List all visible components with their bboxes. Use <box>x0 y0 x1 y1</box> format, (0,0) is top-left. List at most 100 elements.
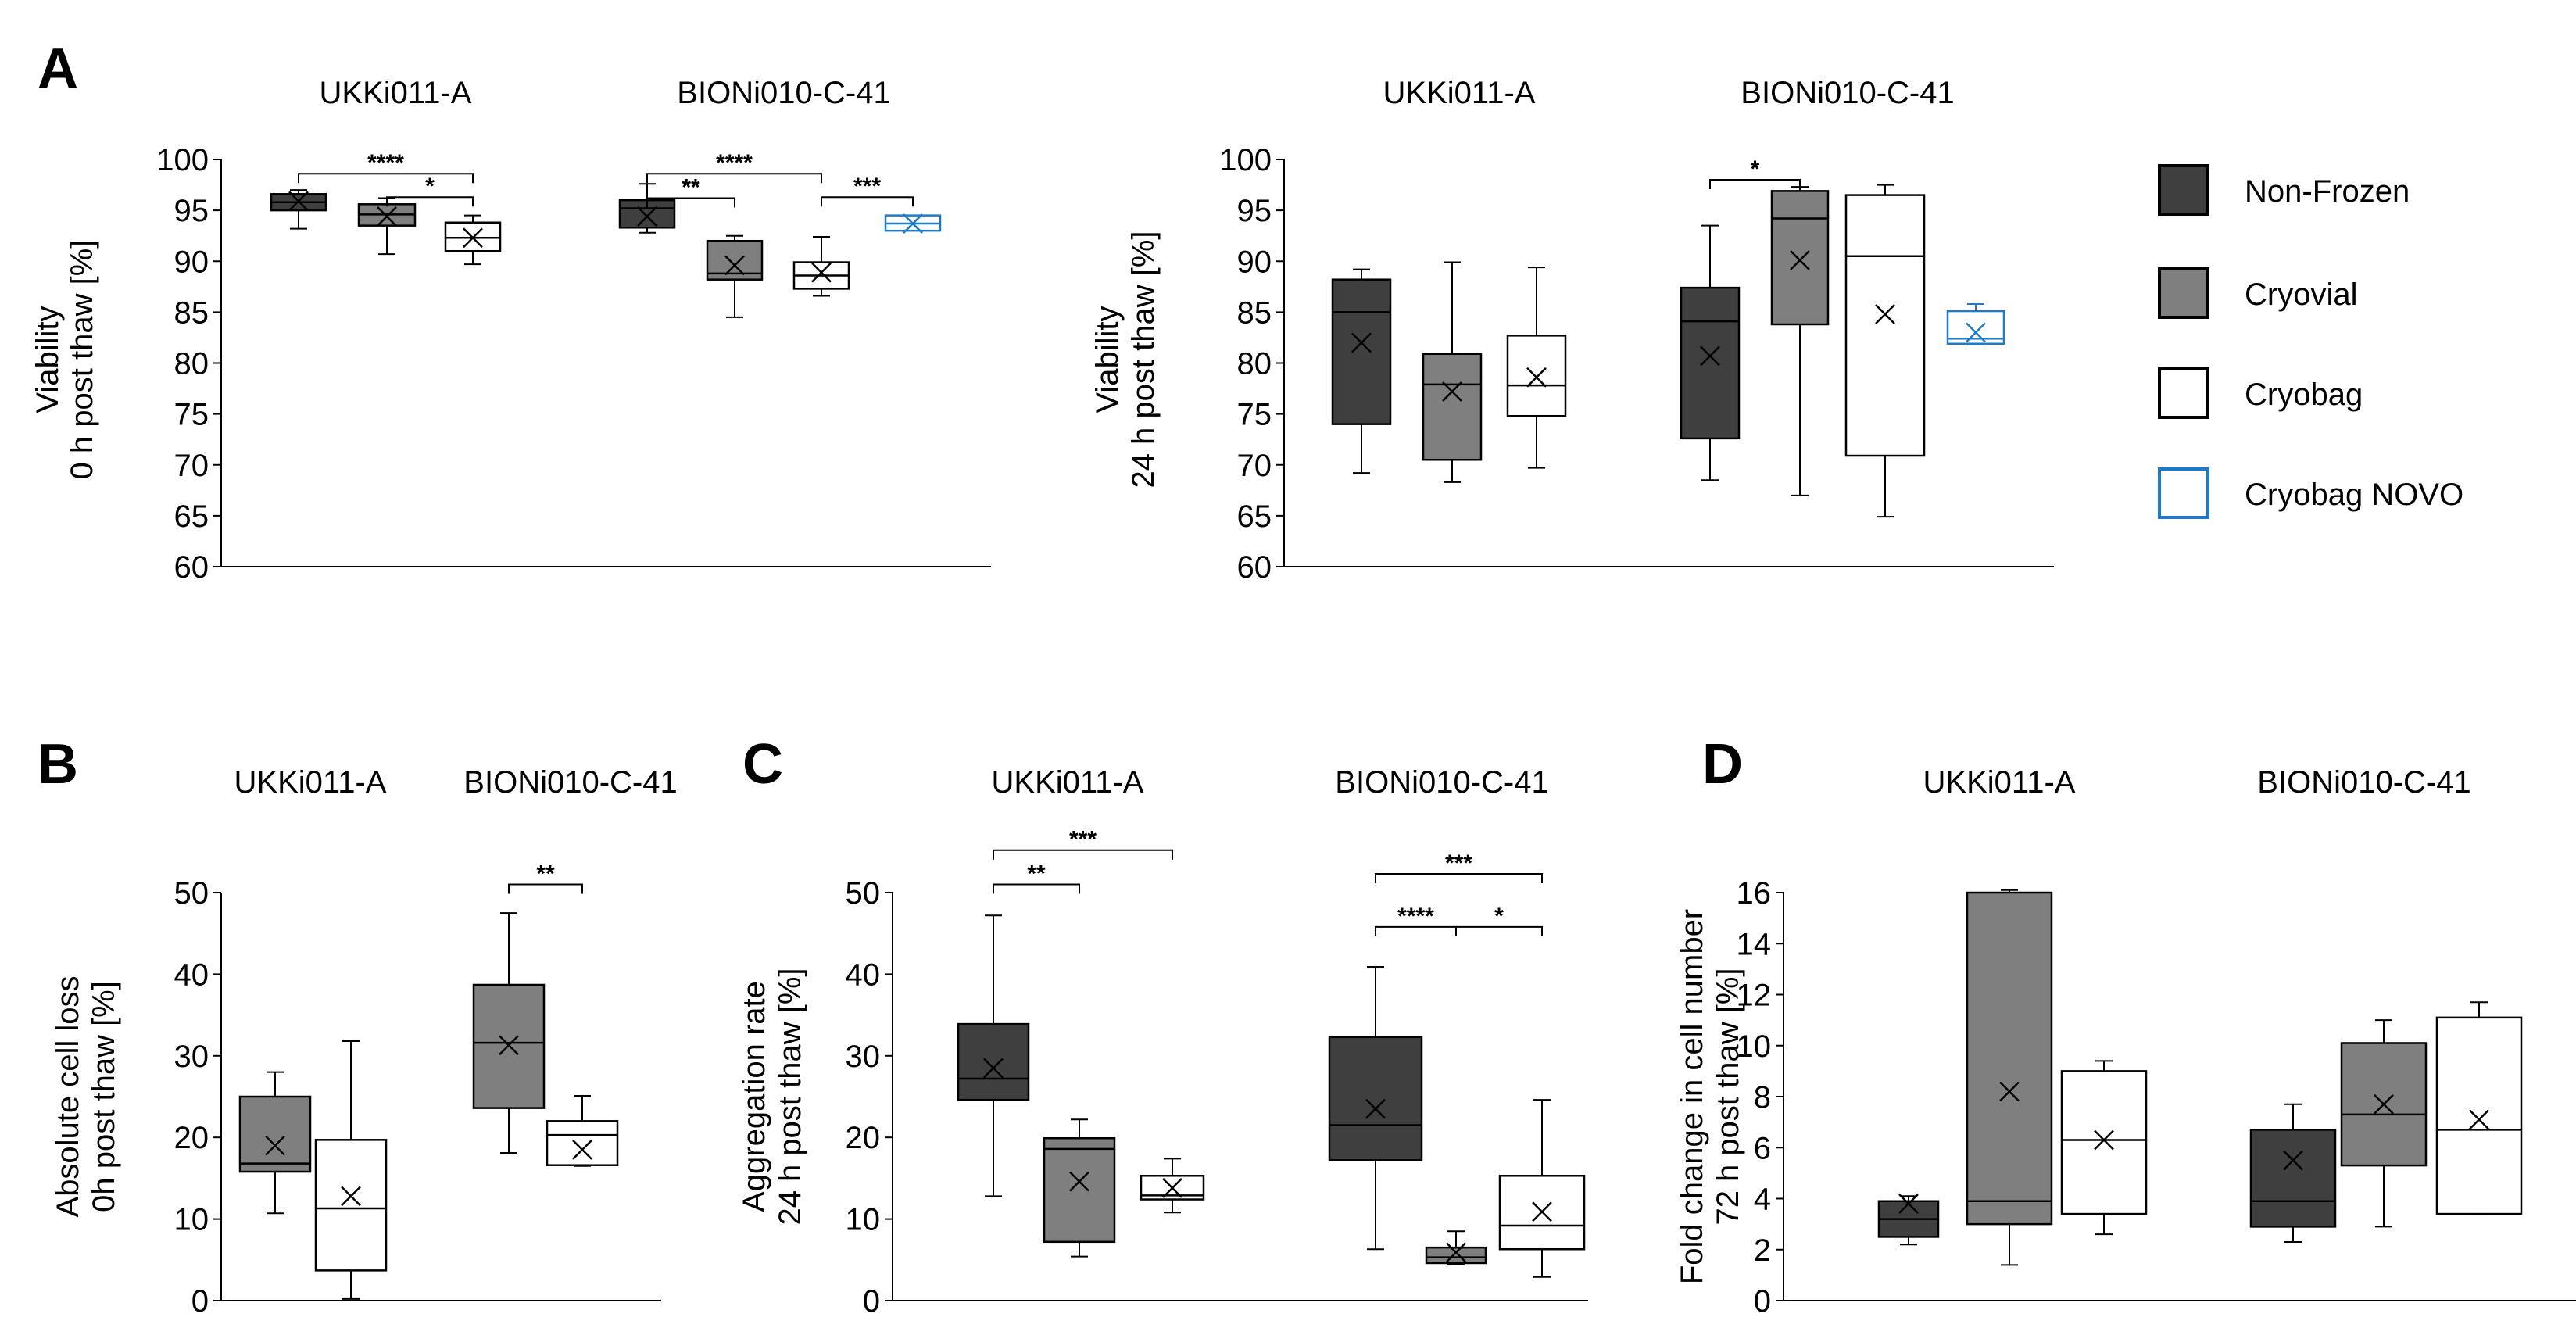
bracket-line <box>1709 179 1801 190</box>
panel-a-left: A UKKi011-A BIONi010-C-41 60 65 70 75 80 85 90 95 1… <box>30 38 991 585</box>
significance-label: **** <box>716 150 753 176</box>
y-tick-label: 50 <box>846 876 881 911</box>
bracket-line <box>993 883 1080 894</box>
y-axis-label: Aggregation rate <box>737 981 771 1212</box>
panel-letter: C <box>742 733 783 796</box>
box-iqr <box>1331 278 1392 425</box>
mean-marker <box>1351 332 1372 353</box>
mean-marker <box>903 213 923 234</box>
mean-marker <box>1790 250 1810 270</box>
box-cryobag <box>1498 1099 1586 1278</box>
legend-label: Non-Frozen <box>2245 174 2410 209</box>
bracket-line <box>1455 925 1543 936</box>
mean-marker <box>1365 1098 1386 1119</box>
legend-label: Cryobag NOVO <box>2245 478 2463 512</box>
significance-bracket: ** <box>508 861 583 894</box>
legend: Non-Frozen Cryovial Cryobag Cryobag NOVO <box>2158 164 2463 519</box>
y-axis-label: Viability <box>1090 306 1125 413</box>
mean-marker <box>1446 1242 1466 1263</box>
box-iqr <box>1422 353 1483 461</box>
box-iqr <box>1043 1136 1116 1244</box>
mean-marker <box>1966 322 1986 343</box>
box-iqr <box>546 1120 619 1166</box>
y-tick-label: 10 <box>174 1203 209 1237</box>
box-cryovial <box>357 197 417 256</box>
mean-marker <box>1069 1171 1089 1192</box>
y-axis-label: Absolute cell loss <box>51 975 85 1217</box>
box-iqr <box>2060 1070 2148 1215</box>
group-title: BIONi010-C-41 <box>2257 765 2470 800</box>
y-tick-label: 80 <box>174 347 209 381</box>
legend-label: Cryovial <box>2245 277 2357 312</box>
bracket-line <box>646 173 822 184</box>
y-tick-label: 100 <box>1219 143 1272 177</box>
significance-bracket: *** <box>821 174 914 207</box>
panel-letter: B <box>38 733 78 796</box>
bracket-line <box>386 196 474 207</box>
group-title: UKKi011-A <box>1383 76 1536 110</box>
y-tick-label: 0 <box>1754 1284 1771 1319</box>
legend-swatch <box>2158 164 2209 216</box>
y-axis-label: Viability <box>30 306 65 413</box>
box-cryovial <box>1770 186 1830 496</box>
box-cryobag <box>792 235 850 297</box>
mean-marker <box>572 1139 592 1160</box>
significance-label: * <box>1494 904 1504 929</box>
group-title: UKKi011-A <box>992 765 1144 800</box>
box-cryobag <box>1506 267 1567 469</box>
y-tick-label: 60 <box>1237 550 1272 585</box>
y-tick-label: 50 <box>174 876 209 911</box>
y-axis-label: 0 h post thaw [%] <box>65 240 99 480</box>
panel-letter: A <box>38 38 78 100</box>
legend-swatch <box>2158 367 2209 419</box>
bracket-line <box>508 883 583 894</box>
legend-item: Cryovial <box>2158 267 2357 319</box>
box-iqr <box>1770 190 1830 326</box>
y-tick-label: 2 <box>1754 1233 1771 1268</box>
mean-marker <box>1442 381 1462 402</box>
panel-d: D UKKi011-A BIONi010-C-41 0 2 4 6 8 10 12 14 16 Fold… <box>1675 733 2576 1319</box>
box-cryovial <box>472 912 546 1154</box>
box-cryovial <box>1043 1118 1116 1258</box>
significance-bracket: * <box>1455 904 1543 936</box>
box-cryobag <box>444 214 502 266</box>
mean-marker <box>983 1058 1004 1079</box>
y-tick-label: 20 <box>174 1121 209 1155</box>
box-cryobag_novo <box>1946 302 2005 346</box>
significance-bracket: * <box>1709 156 1801 190</box>
y-tick-label: 8 <box>1754 1080 1771 1115</box>
y-tick-label: 95 <box>174 194 209 228</box>
mean-marker <box>1700 345 1720 367</box>
box-cryobag <box>2060 1060 2148 1236</box>
mean-marker <box>265 1135 285 1156</box>
box-cryobag <box>2435 1001 2523 1215</box>
box-cryobag <box>1844 184 1926 518</box>
box-iqr <box>1844 194 1926 457</box>
significance-bracket: **** <box>298 150 474 184</box>
box-cryovial <box>238 1071 312 1215</box>
y-tick-label: 12 <box>1737 979 1772 1013</box>
y-tick-label: 80 <box>1237 347 1272 381</box>
mean-marker <box>1875 304 1895 324</box>
significance-label: **** <box>367 150 404 176</box>
y-tick-label: 10 <box>846 1203 881 1237</box>
y-tick-label: 30 <box>846 1040 881 1074</box>
significance-label: *** <box>853 174 881 199</box>
legend-swatch <box>2158 267 2209 319</box>
mean-marker <box>1162 1178 1182 1198</box>
y-tick-label: 100 <box>156 143 209 177</box>
significance-label: * <box>1751 156 1760 182</box>
y-tick-label: 85 <box>1237 295 1272 330</box>
y-tick-label: 0 <box>863 1284 880 1319</box>
group-title: BIONi010-C-41 <box>677 76 890 110</box>
box-non_frozen <box>270 189 327 230</box>
y-tick-label: 85 <box>174 295 209 330</box>
box-cryovial <box>1425 1230 1487 1265</box>
box-cryobag <box>546 1094 619 1167</box>
mean-marker <box>637 206 657 227</box>
mean-marker <box>1532 1201 1552 1222</box>
y-tick-label: 70 <box>174 449 209 483</box>
mean-marker <box>2094 1129 2114 1151</box>
